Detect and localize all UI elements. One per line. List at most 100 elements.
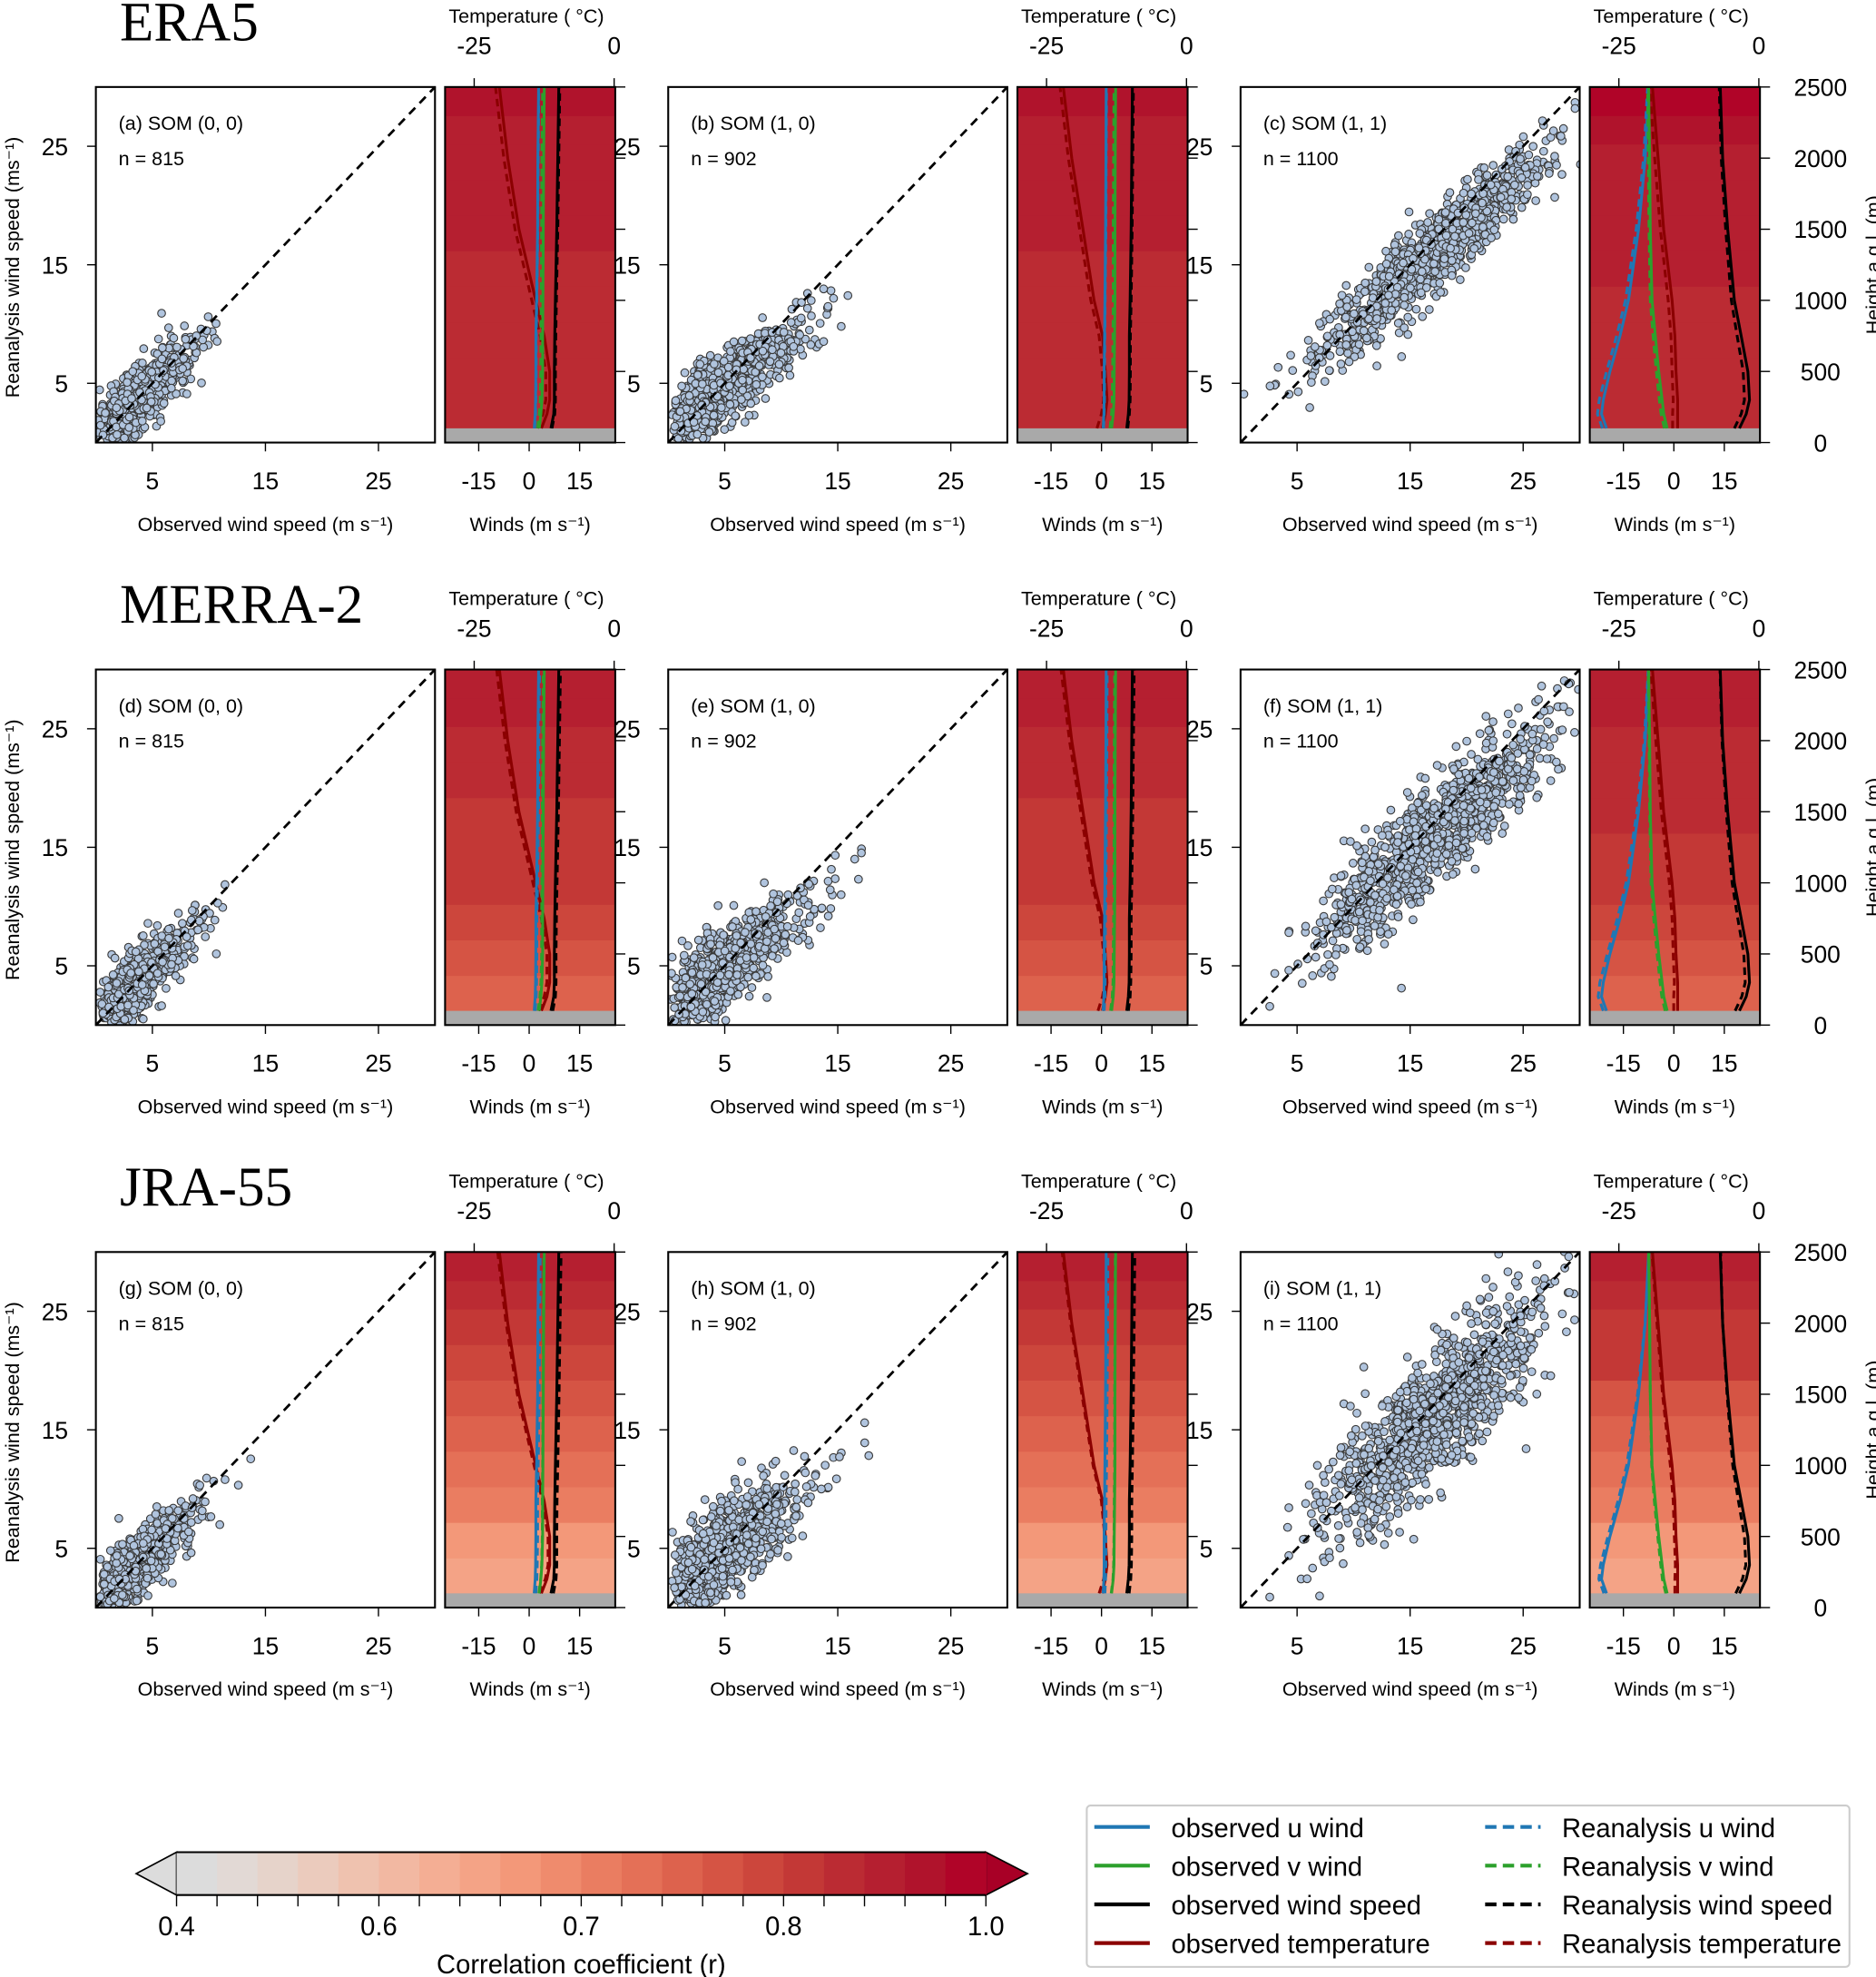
scatter-point	[751, 368, 761, 377]
scatter-point	[781, 929, 791, 939]
scatter-point	[795, 330, 805, 339]
scatter-points	[668, 844, 867, 1026]
scatter-point	[1360, 287, 1370, 297]
scatter-point	[758, 372, 767, 382]
wind-tick-label: -15	[461, 1050, 496, 1077]
panel-label: (e) SOM (1, 0)	[691, 695, 815, 717]
scatter-point	[1469, 243, 1479, 253]
scatter-point	[163, 323, 173, 332]
scatter-point	[1320, 377, 1330, 387]
scatter-point	[1322, 331, 1332, 341]
scatter-point	[1524, 150, 1534, 160]
scatter-point	[1543, 717, 1553, 727]
scatter-point	[779, 328, 789, 337]
scatter-point	[1502, 202, 1512, 211]
scatter-point	[1418, 311, 1428, 321]
scatter-point	[113, 989, 123, 999]
scatter-point	[731, 411, 741, 420]
scatter-point	[737, 336, 747, 346]
correlation-band	[1017, 251, 1188, 287]
correlation-band	[1017, 143, 1188, 181]
scatter-point	[157, 1001, 166, 1010]
scatter-point	[806, 296, 816, 305]
wind-tick-label: 0	[1095, 467, 1108, 495]
scatter-point	[1487, 233, 1496, 242]
scatter-point	[724, 969, 733, 979]
scatter-point	[819, 337, 829, 347]
winds-axis-label: Winds (m s⁻¹)	[470, 514, 591, 536]
scatter-point	[1306, 351, 1316, 360]
scatter-point	[149, 979, 158, 988]
scatter-point	[738, 385, 748, 395]
correlation-band	[445, 904, 615, 940]
scatter-point	[157, 354, 167, 364]
scatter-point	[1322, 340, 1332, 350]
scatter-point	[197, 378, 206, 388]
y-axis-label: Reanalysis wind speed (ms⁻¹)	[2, 719, 24, 980]
x-tick-label: 15	[1397, 467, 1423, 495]
scatter-point	[171, 971, 181, 980]
scatter-point	[1429, 259, 1439, 269]
row-title: ERA5	[120, 0, 259, 53]
scatter-point	[189, 341, 198, 351]
scatter-point	[1297, 979, 1307, 988]
scatter-point	[110, 953, 120, 963]
scatter-point	[768, 345, 777, 355]
scatter-point	[843, 290, 853, 300]
scatter-point	[1435, 278, 1445, 288]
scatter-point	[144, 970, 154, 980]
scatter-point	[1325, 350, 1335, 360]
scatter-point	[770, 924, 780, 934]
one-to-one-line	[1239, 85, 1581, 444]
scatter-point	[1535, 753, 1545, 763]
scatter-point	[668, 952, 677, 962]
scatter-point	[211, 319, 221, 329]
scatter-point	[1384, 290, 1393, 300]
scatter-point	[1474, 175, 1483, 184]
profile-frame	[1588, 85, 1762, 444]
x-tick-label: 5	[146, 467, 160, 495]
profile-line-rea_u	[534, 669, 542, 1011]
scatter-point	[153, 334, 163, 344]
scatter-point	[1273, 362, 1283, 372]
scatter-point	[198, 335, 208, 345]
scatter-point	[776, 348, 786, 358]
correlation-band	[1017, 214, 1188, 251]
y-tick-label: 5	[1200, 370, 1213, 398]
scatter-point	[159, 398, 169, 408]
scatter-point	[738, 375, 747, 385]
scatter-point	[782, 921, 792, 931]
y-tick-label: 25	[42, 716, 68, 743]
scatter-point	[746, 334, 755, 343]
scatter-point	[164, 933, 173, 943]
scatter-point	[1362, 333, 1371, 343]
scatter-point	[725, 399, 735, 409]
profile-line-obs_v	[537, 86, 546, 429]
correlation-band	[1017, 179, 1188, 216]
scatter-point	[746, 398, 756, 408]
wind-tick-label: -15	[1034, 1050, 1068, 1077]
scatter-point	[139, 344, 149, 354]
x-axis-label: Observed wind speed (m s⁻¹)	[710, 514, 966, 536]
profile-line-rea_ws	[550, 86, 562, 429]
scatter-point	[1420, 254, 1429, 264]
scatter-point	[751, 379, 761, 389]
scatter-point	[95, 420, 105, 430]
scatter-point	[1540, 733, 1550, 743]
scatter-point	[127, 394, 136, 403]
temp-tick-label: -25	[1602, 33, 1636, 60]
scatter-point	[1461, 263, 1470, 272]
x-tick-label: 25	[938, 467, 964, 495]
scatter-point	[1341, 340, 1351, 349]
scatter-point	[826, 904, 836, 913]
correlation-band	[1017, 286, 1188, 323]
correlation-band	[1017, 86, 1188, 116]
scatter-point	[1550, 192, 1559, 202]
scatter-point	[157, 309, 166, 318]
x-tick-label: 15	[824, 467, 850, 495]
scatter-point	[1411, 304, 1421, 314]
scatter-point	[123, 378, 132, 388]
y-tick-label: 5	[627, 370, 641, 398]
scatter-point	[743, 972, 753, 982]
panel-label: (d) SOM (0, 0)	[119, 695, 243, 717]
